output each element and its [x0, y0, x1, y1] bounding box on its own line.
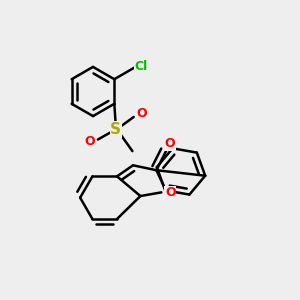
Text: Cl: Cl — [134, 59, 148, 73]
Text: O: O — [165, 137, 175, 150]
Text: O: O — [84, 135, 95, 148]
Text: S: S — [110, 122, 121, 137]
Text: O: O — [137, 107, 147, 121]
Text: O: O — [165, 186, 176, 199]
